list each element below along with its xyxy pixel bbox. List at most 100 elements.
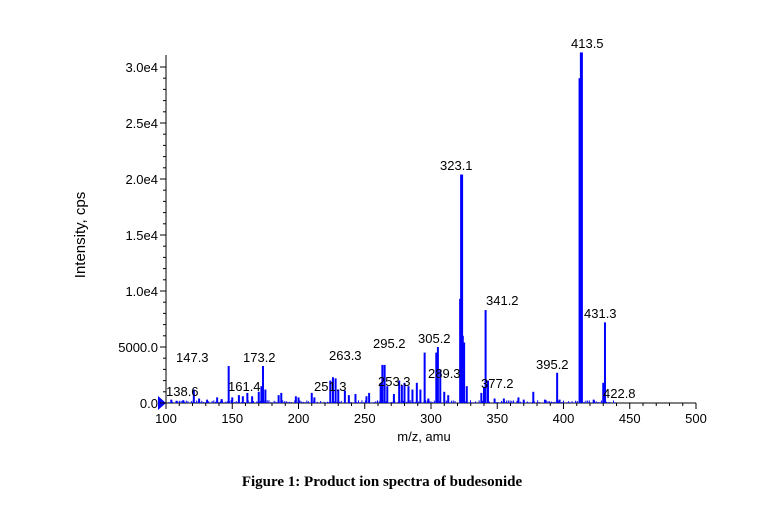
peak-label: 341.2 (486, 293, 519, 308)
peak-label: 395.2 (536, 357, 569, 372)
peak-bar (343, 390, 346, 403)
peak-bar (447, 395, 450, 403)
peak-bar (231, 397, 234, 403)
peak-bar (310, 392, 313, 403)
peak-bar (423, 352, 426, 403)
peak-bar (192, 389, 195, 403)
peak-bar (579, 52, 583, 403)
x-tick-label: 250 (354, 411, 376, 426)
peak-bar (347, 395, 350, 403)
peak-bar (280, 392, 283, 403)
peak-bar (419, 389, 422, 403)
x-tick-label: 400 (553, 411, 575, 426)
peak-bar (532, 391, 535, 403)
x-tick-label: 450 (619, 411, 641, 426)
peak-bar (175, 400, 178, 403)
x-tick-label: 100 (155, 411, 177, 426)
peak-bar (398, 380, 401, 403)
peak-label: 161.4 (228, 379, 261, 394)
peak-bar (427, 398, 430, 403)
peak-bar (241, 396, 244, 403)
peak-bar (484, 310, 487, 403)
peak-bar (603, 322, 606, 403)
y-tick-label: 1.0e4 (125, 284, 158, 299)
x-axis-label: m/z, amu (397, 429, 450, 444)
peak-bar (329, 380, 332, 403)
peak-bar (260, 386, 263, 403)
y-tick-label: 1.5e4 (125, 228, 158, 243)
peak-bar (294, 396, 297, 403)
peak-bar (592, 399, 595, 403)
peak-bar (337, 389, 340, 403)
peak-bar (400, 385, 403, 403)
peak-bar (392, 394, 395, 403)
peak-bar (379, 382, 382, 403)
peak-bar (463, 342, 466, 403)
mass-spectrum-chart: 100 150 200 250 300 350 400 450 5000.05000.01.0e… (72, 36, 707, 444)
x-tick-label: 350 (486, 411, 508, 426)
peak-label: 323.1 (440, 158, 473, 173)
peak-bar (435, 352, 438, 403)
peak-bar (220, 399, 223, 403)
peak-bar (556, 372, 559, 403)
peak-label: 431.3 (584, 306, 617, 321)
peak-bar (439, 369, 442, 403)
peak-label: 263.3 (329, 348, 362, 363)
peak-bar (257, 391, 260, 403)
peak-bar (480, 392, 483, 403)
peak-bar (237, 395, 240, 403)
y-tick-label: 0.0 (140, 396, 158, 411)
peak-bar (381, 364, 384, 403)
peak-bar (170, 399, 173, 403)
peak-label: 251.3 (314, 379, 347, 394)
y-tick-label: 2.0e4 (125, 172, 158, 187)
peak-bar (486, 380, 489, 403)
peak-bar (206, 399, 209, 403)
peak-bar (261, 366, 264, 403)
x-tick-label: 500 (685, 411, 707, 426)
peak-bar (483, 387, 485, 403)
peak-bar (460, 174, 464, 403)
peak-bar (246, 392, 249, 403)
peak-label: 377.2 (481, 376, 514, 391)
peak-bar (403, 382, 406, 403)
peak-bar (386, 386, 389, 403)
x-tick-label: 150 (221, 411, 243, 426)
peak-label: 173.2 (243, 350, 276, 365)
peak-bar (465, 386, 468, 403)
peak-bar (277, 395, 280, 403)
y-tick-label: 5000.0 (118, 340, 158, 355)
peak-label: 138.6 (166, 384, 199, 399)
peak-bar (543, 399, 546, 403)
peak-bar (558, 399, 561, 403)
peak-bar (522, 399, 525, 403)
peak-bar (383, 364, 386, 403)
peak-bar (493, 398, 496, 403)
peak-bar (415, 382, 418, 403)
peak-bar (368, 392, 371, 403)
peak-bar (407, 386, 410, 403)
peak-bar (198, 398, 201, 403)
peak-label: 253.3 (378, 374, 411, 389)
y-tick-label: 3.0e4 (125, 60, 158, 75)
peak-bar (461, 335, 464, 403)
peak-bar (365, 396, 368, 403)
peak-bar (502, 398, 505, 403)
peak-bar (297, 397, 300, 403)
figure-caption: Figure 1: Product ion spectra of budeson… (241, 474, 523, 490)
peak-label: 289.3 (428, 366, 461, 381)
peak-label: 413.5 (571, 36, 604, 51)
peak-bar (227, 366, 230, 403)
peak-bar (182, 400, 185, 403)
peak-label: 422.8 (603, 386, 636, 401)
y-axis-label: Intensity, cps (72, 192, 89, 278)
y-tick-label: 2.5e4 (125, 116, 158, 131)
peak-bar (443, 391, 446, 403)
peak-bar (436, 347, 439, 403)
peak-bar (602, 382, 605, 403)
peak-label: 305.2 (418, 331, 451, 346)
peak-bar (354, 394, 357, 403)
x-tick-label: 300 (420, 411, 442, 426)
peak-bar (517, 397, 520, 403)
